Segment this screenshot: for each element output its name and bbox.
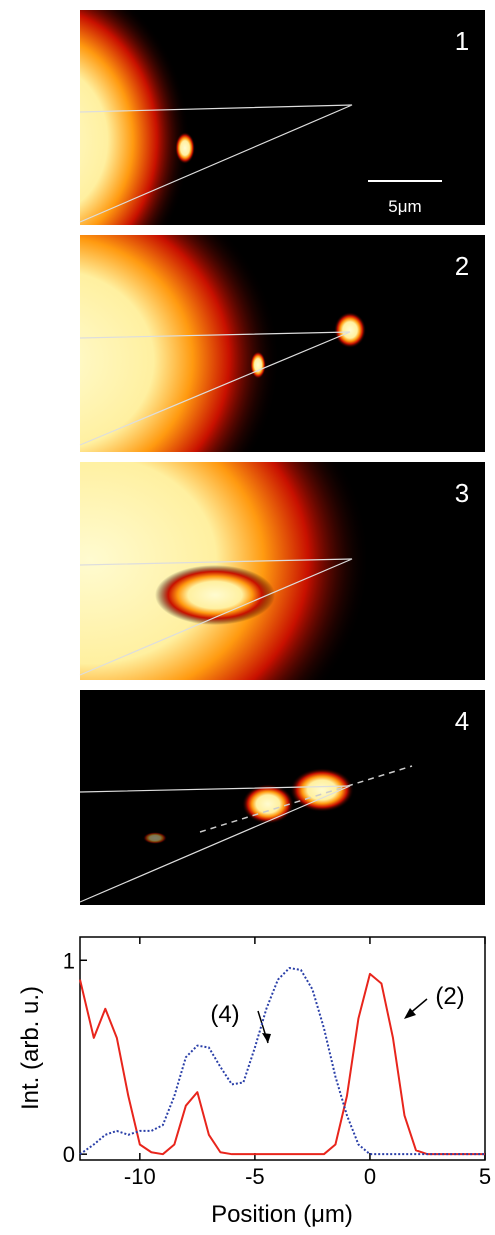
x-tick-label: -5	[245, 1164, 265, 1189]
x-axis-label: Position (μm)	[211, 1201, 353, 1228]
panel-label: 1	[455, 26, 469, 56]
plot-frame	[79, 936, 486, 1161]
scale-bar-label: 5μm	[388, 197, 421, 216]
series-annotation: (2)	[435, 983, 464, 1010]
panel-1: 5μm 1	[79, 10, 485, 225]
annotation-arrow	[404, 1008, 416, 1019]
series-annotation: (4)	[210, 1001, 239, 1028]
x-tick-label: 5	[479, 1164, 491, 1189]
panel-label: 2	[455, 251, 469, 281]
y-axis-label: Int. (arb. u.)	[17, 986, 44, 1110]
panel-3: 3	[79, 462, 485, 680]
panel-label: 4	[455, 706, 469, 736]
annotation-arrow	[262, 1033, 271, 1043]
series-line	[79, 972, 485, 1156]
y-tick-label: 0	[63, 1142, 75, 1167]
panel-2: 2	[79, 235, 485, 452]
panel-4: 4	[79, 690, 485, 905]
series-line	[79, 967, 485, 1156]
x-tick-label: 0	[364, 1164, 376, 1189]
panel-label: 3	[455, 478, 469, 508]
y-tick-label: 1	[63, 948, 75, 973]
x-tick-label: -10	[124, 1164, 156, 1189]
line-chart: Int. (arb. u.) Position (μm) -10 -5 0 5 0 1 (4…	[17, 936, 491, 1228]
